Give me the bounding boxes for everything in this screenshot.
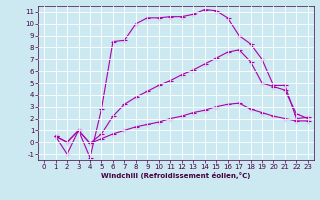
X-axis label: Windchill (Refroidissement éolien,°C): Windchill (Refroidissement éolien,°C) bbox=[101, 172, 251, 179]
